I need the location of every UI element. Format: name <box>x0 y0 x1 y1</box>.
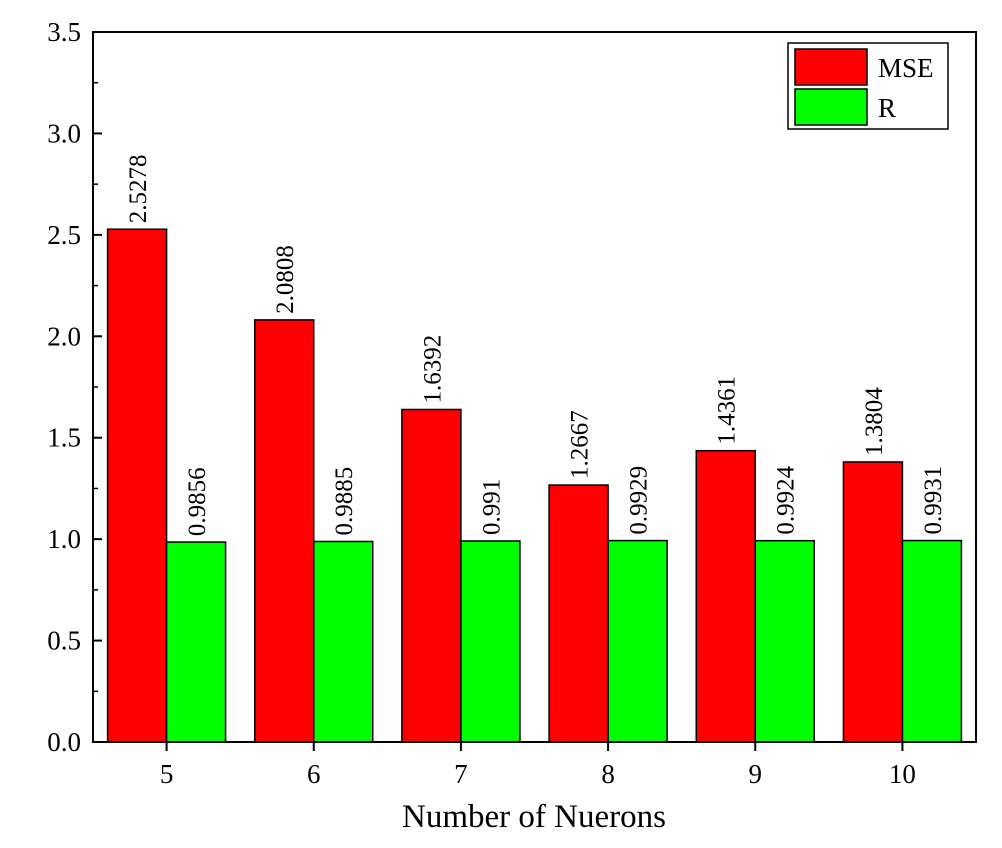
x-tick-label: 10 <box>889 759 916 789</box>
y-tick-label: 3.0 <box>47 118 81 148</box>
x-axis-title: Number of Nuerons <box>402 799 666 835</box>
bar-r-7 <box>460 540 521 743</box>
y-tick-label: 0.0 <box>47 727 81 757</box>
bar-label-mse-6: 2.0808 <box>272 245 299 314</box>
y-tick-label: 3.5 <box>47 17 81 47</box>
x-tick-label: 8 <box>601 759 615 789</box>
bar-label-r-6: 0.9885 <box>331 467 358 536</box>
bar-r-9 <box>754 539 815 743</box>
bar-label-mse-9: 1.4361 <box>714 376 741 445</box>
bar-label-mse-10: 1.3804 <box>861 387 888 456</box>
legend-label-mse: MSE <box>878 53 934 83</box>
y-tick-label: 1.0 <box>47 524 81 554</box>
legend-swatch-mse <box>794 48 868 86</box>
bar-mse-9 <box>695 449 756 743</box>
y-tick-label: 0.5 <box>47 626 81 656</box>
x-tick-label: 9 <box>749 759 763 789</box>
x-tick-label: 6 <box>307 759 321 789</box>
bar-mse-5 <box>106 228 168 743</box>
y-tick-label: 2.0 <box>47 321 81 351</box>
y-tick-label: 1.5 <box>47 423 81 453</box>
bar-label-r-9: 0.9924 <box>773 465 800 534</box>
bar-mse-7 <box>401 408 462 743</box>
bars-layer <box>106 228 963 743</box>
bar-label-mse-7: 1.6392 <box>419 335 446 404</box>
bar-mse-8 <box>548 484 609 743</box>
bar-r-8 <box>607 539 668 743</box>
bar-label-mse-8: 1.2667 <box>567 410 594 479</box>
legend-label-r: R <box>878 93 896 123</box>
bar-label-r-10: 0.9931 <box>920 466 947 535</box>
y-axis: 0.0 0.5 1.0 1.5 2.0 2.5 3.0 3.5 <box>47 17 102 757</box>
bar-r-6 <box>313 540 374 743</box>
y-tick-label: 2.5 <box>47 220 81 250</box>
bar-label-r-7: 0.991 <box>478 479 505 535</box>
x-axis: 5 6 7 8 9 10 <box>160 742 916 789</box>
bar-r-10 <box>901 539 963 743</box>
legend-swatch-r <box>794 88 868 126</box>
bar-labels-layer: 2.5278 2.0808 1.6392 1.2667 1.4361 1.3804 0.98… <box>125 154 947 536</box>
bar-r-5 <box>165 541 227 743</box>
x-tick-label: 5 <box>160 759 174 789</box>
bar-label-r-8: 0.9929 <box>626 466 653 535</box>
legend: MSE R <box>787 42 949 130</box>
bar-label-r-5: 0.9856 <box>184 467 211 536</box>
bar-label-mse-5: 2.5278 <box>125 154 152 223</box>
bar-mse-6 <box>254 319 315 743</box>
bar-mse-10 <box>842 461 904 743</box>
x-tick-label: 7 <box>454 759 468 789</box>
